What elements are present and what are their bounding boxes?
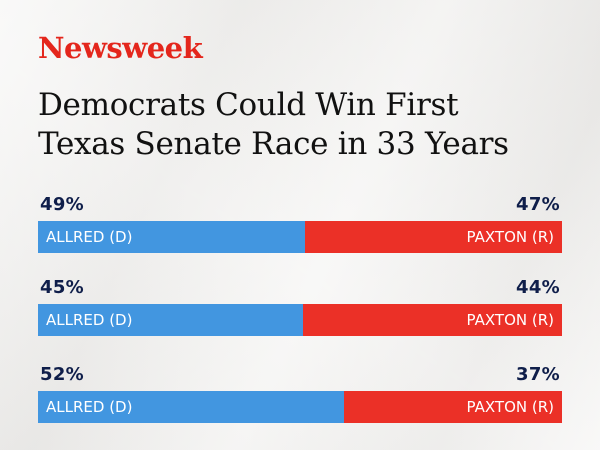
- paxton-bar-segment: [344, 391, 562, 423]
- allred-percent-label: 49%: [40, 194, 84, 215]
- paxton-candidate-label: PAXTON (R): [466, 398, 554, 416]
- paxton-candidate-label: PAXTON (R): [466, 311, 554, 329]
- poll-bar: ALLRED (D) PAXTON (R): [38, 304, 562, 336]
- newsweek-logo: Newsweek: [38, 31, 203, 65]
- allred-percent-label: 52%: [40, 364, 84, 385]
- headline-line-2: Texas Senate Race in 33 Years: [38, 126, 509, 162]
- paxton-candidate-label: PAXTON (R): [466, 228, 554, 246]
- poll-bar: ALLRED (D) PAXTON (R): [38, 391, 562, 423]
- poll-row: 45% 44% ALLRED (D) PAXTON (R): [38, 277, 562, 336]
- allred-bar-segment: [38, 221, 305, 253]
- paxton-percent-label: 37%: [516, 364, 560, 385]
- allred-bar-segment: [38, 391, 344, 423]
- poll-bar: ALLRED (D) PAXTON (R): [38, 221, 562, 253]
- headline-line-1: Democrats Could Win First: [38, 87, 459, 123]
- allred-percent-label: 45%: [40, 277, 84, 298]
- paxton-percent-label: 47%: [516, 194, 560, 215]
- headline: Democrats Could Win First Texas Senate R…: [38, 86, 578, 164]
- allred-candidate-label: ALLRED (D): [46, 228, 133, 246]
- paxton-bar-segment: [305, 221, 562, 253]
- allred-candidate-label: ALLRED (D): [46, 398, 133, 416]
- allred-candidate-label: ALLRED (D): [46, 311, 133, 329]
- poll-row: 52% 37% ALLRED (D) PAXTON (R): [38, 364, 562, 423]
- paxton-bar-segment: [303, 304, 562, 336]
- allred-bar-segment: [38, 304, 303, 336]
- paxton-percent-label: 44%: [516, 277, 560, 298]
- poll-row: 49% 47% ALLRED (D) PAXTON (R): [38, 194, 562, 253]
